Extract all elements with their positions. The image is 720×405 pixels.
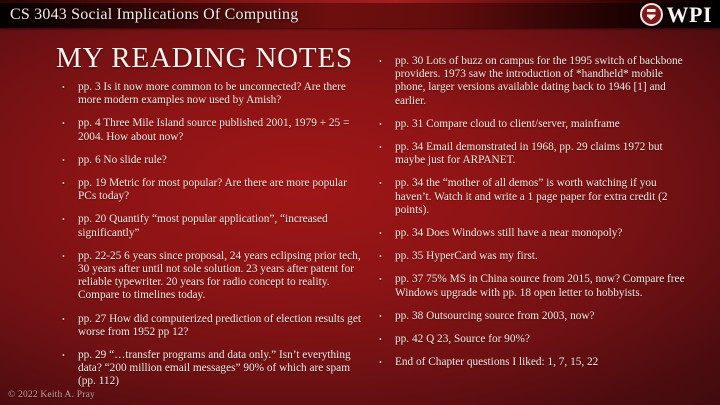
bullet-item: • pp. 4 Three Mile Island source publishe…	[57, 117, 362, 143]
bullet-icon: •	[379, 275, 382, 285]
bullet-item: • pp. 22-25 6 years since proposal, 24 ye…	[57, 250, 362, 303]
bullet-icon: •	[379, 179, 382, 189]
bullet-item: • pp. 31 Compare cloud to client/server, …	[374, 118, 694, 131]
bullet-item: • pp. 19 Metric for most popular? Are the…	[57, 177, 362, 203]
bullet-icon: •	[379, 252, 382, 262]
bullet-icon: •	[379, 229, 382, 239]
slide-title: MY READING NOTES	[56, 42, 353, 74]
bullet-item: • pp. 6 No slide rule?	[57, 154, 362, 167]
bullet-item: • End of Chapter questions I liked: 1, 7,…	[374, 356, 694, 369]
bullet-text: pp. 34 Email demonstrated in 1968, pp. 2…	[395, 141, 663, 167]
copyright-notice: © 2022 Keith A. Pray	[8, 390, 95, 400]
bullet-text: pp. 31 Compare cloud to client/server, m…	[395, 117, 620, 130]
notes-column-left: • pp. 3 Is it now more common to be uncon…	[57, 81, 362, 399]
bullet-text: pp. 22-25 6 years since proposal, 24 yea…	[78, 249, 361, 302]
bullet-item: • pp. 42 Q 23, Source for 90%?	[374, 333, 694, 346]
bullet-text: pp. 34 Does Windows still have a near mo…	[395, 227, 623, 240]
bullet-item: • pp. 3 Is it now more common to be uncon…	[57, 81, 362, 107]
bullet-icon: •	[379, 119, 382, 129]
bullet-text: pp. 6 No slide rule?	[78, 153, 167, 166]
bullet-text: pp. 3 Is it now more common to be unconn…	[78, 81, 346, 107]
bullet-text: pp. 4 Three Mile Island source published…	[78, 117, 350, 143]
bullet-item: • pp. 34 the “mother of all demos” is wor…	[374, 177, 694, 217]
bullet-icon: •	[62, 314, 65, 324]
bullet-text: pp. 34 the “mother of all demos” is wort…	[395, 177, 668, 216]
bullet-icon: •	[379, 143, 382, 153]
bullet-text: pp. 30 Lots of buzz on campus for the 19…	[395, 55, 683, 107]
bullet-text: pp. 42 Q 23, Source for 90%?	[395, 333, 530, 346]
bullet-text: pp. 35 HyperCard was my first.	[395, 250, 538, 263]
bullet-icon: •	[62, 155, 65, 165]
bullet-icon: •	[62, 179, 65, 189]
bullet-item: • pp. 34 Email demonstrated in 1968, pp. …	[374, 141, 694, 167]
bullet-item: • pp. 35 HyperCard was my first.	[374, 250, 694, 263]
wpi-logo-text: WPI	[666, 1, 712, 27]
bullet-item: • pp. 38 Outsourcing source from 2003, no…	[374, 310, 694, 323]
bullet-text: pp. 19 Metric for most popular? Are ther…	[78, 177, 347, 203]
bullet-item: • pp. 27 How did computerized prediction …	[57, 313, 362, 339]
bullet-item: • pp. 34 Does Windows still have a near m…	[374, 227, 694, 240]
shield-icon	[646, 9, 656, 20]
bullet-icon: •	[379, 335, 382, 345]
notes-column-right: • pp. 30 Lots of buzz on campus for the 1…	[374, 55, 694, 379]
bullet-text: pp. 20 Quantify “most popular applicatio…	[78, 213, 328, 239]
bullet-icon: •	[379, 57, 382, 66]
bullet-text: pp. 27 How did computerized prediction o…	[78, 312, 361, 338]
bullet-icon: •	[62, 83, 65, 92]
bullet-icon: •	[62, 351, 65, 361]
bullet-icon: •	[62, 215, 65, 225]
bullet-item: • pp. 20 Quantify “most popular applicati…	[57, 213, 362, 239]
bullet-text: pp. 38 Outsourcing source from 2003, now…	[395, 309, 595, 322]
wpi-seal-icon	[639, 3, 663, 26]
bullet-text: End of Chapter questions I liked: 1, 7, …	[395, 356, 599, 369]
wpi-logo: WPI	[639, 1, 713, 28]
bullet-item: • pp. 29 “…transfer programs and data onl…	[57, 349, 362, 389]
bullet-text: pp. 29 “…transfer programs and data only…	[78, 349, 351, 388]
bullet-item: • pp. 37 75% MS in China source from 2015…	[374, 273, 694, 299]
slide-header-bar: CS 3043 Social Implications Of Computing…	[0, 0, 720, 28]
bullet-text: pp. 37 75% MS in China source from 2015,…	[395, 273, 685, 299]
bullet-icon: •	[379, 311, 382, 321]
bullet-icon: •	[62, 251, 65, 261]
bullet-item: • pp. 30 Lots of buzz on campus for the 1…	[374, 55, 694, 108]
bullet-icon: •	[379, 358, 382, 368]
course-title: CS 3043 Social Implications Of Computing	[10, 6, 299, 23]
bullet-icon: •	[62, 119, 65, 129]
